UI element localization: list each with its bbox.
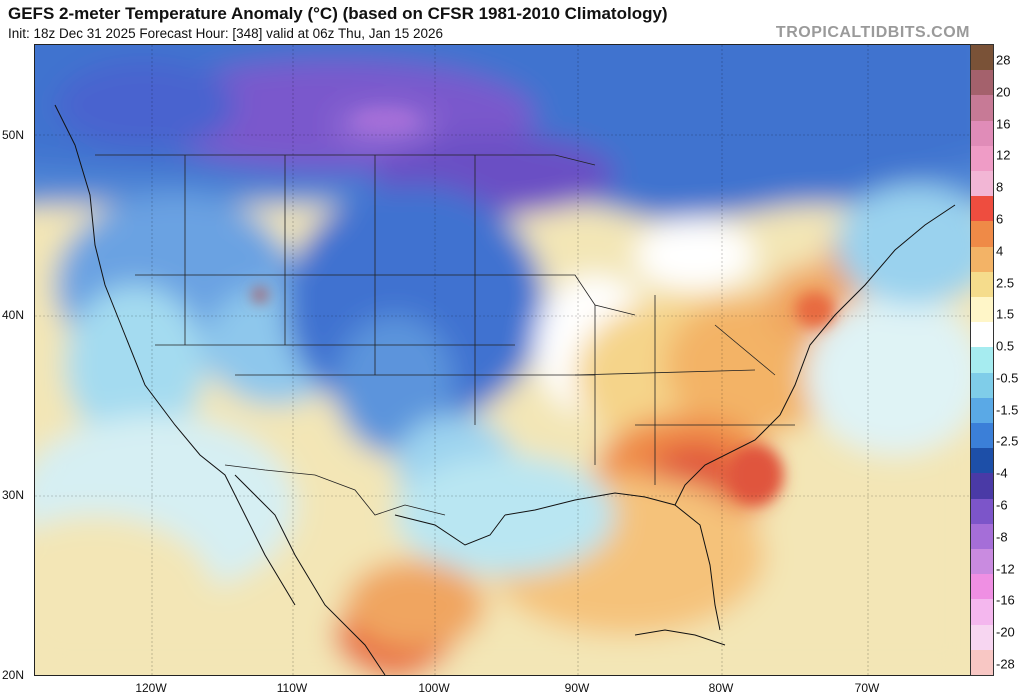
anomaly-detail bbox=[252, 110, 835, 505]
colorbar-segment bbox=[971, 221, 993, 248]
lat-label-50n: 50N bbox=[2, 128, 25, 142]
colorbar-tick-label: -1.5 bbox=[996, 402, 1019, 418]
colorbar-segment bbox=[971, 271, 993, 298]
colorbar-tick-label: 8 bbox=[996, 179, 1004, 195]
colorbar-tick-label: 12 bbox=[996, 147, 1011, 163]
lat-label-30n: 30N bbox=[2, 488, 25, 502]
site-watermark: TROPICALTIDBITS.COM bbox=[775, 24, 970, 41]
colorbar-segment bbox=[971, 549, 993, 575]
colorbar-segment bbox=[971, 498, 993, 525]
map-graphic bbox=[35, 45, 970, 675]
colorbar-segment bbox=[971, 70, 993, 96]
colorbar-segment bbox=[971, 599, 993, 626]
lon-label-100w: 100W bbox=[418, 681, 450, 695]
colorbar-tick-label: -2.5 bbox=[996, 433, 1019, 449]
colorbar-segment bbox=[971, 120, 993, 147]
colorbar-segment bbox=[971, 448, 993, 474]
colorbar-segment bbox=[971, 95, 993, 122]
colorbar-tick-label: 20 bbox=[996, 84, 1011, 100]
graticule bbox=[35, 45, 970, 675]
colorbar-tick-label: -12 bbox=[996, 561, 1015, 577]
colorbar-tick-label: 0.5 bbox=[996, 338, 1015, 354]
colorbar-tick-label: 1.5 bbox=[996, 306, 1015, 322]
lon-label-80w: 80W bbox=[708, 681, 734, 695]
lon-label-110w: 110W bbox=[276, 681, 308, 695]
lat-label-20n: 20N bbox=[2, 668, 25, 682]
colorbar-tick-label: 16 bbox=[996, 116, 1011, 132]
colorbar-segment bbox=[971, 397, 993, 424]
colorbar-tick-label: -28 bbox=[996, 656, 1015, 672]
colorbar-segment bbox=[971, 246, 993, 273]
lat-label-40n: 40N bbox=[2, 308, 25, 322]
colorbar-segment bbox=[971, 45, 993, 71]
colorbar-segment bbox=[971, 423, 993, 449]
colorbar-segment bbox=[971, 171, 993, 197]
colorbar-segment bbox=[971, 649, 993, 676]
anomaly-shading bbox=[35, 45, 970, 675]
colorbar-tick-label: 28 bbox=[996, 52, 1011, 68]
colorbar-segment bbox=[971, 574, 993, 600]
colorbar-tick-label: 2.5 bbox=[996, 275, 1015, 291]
colorbar-tick-label: -8 bbox=[996, 529, 1008, 545]
coastlines bbox=[54, 104, 956, 675]
colorbar-tick-label: 6 bbox=[996, 211, 1004, 227]
chart-title: GEFS 2-meter Temperature Anomaly (°C) (b… bbox=[8, 4, 668, 23]
colorbar-segment bbox=[971, 624, 993, 651]
colorbar-segment bbox=[971, 473, 993, 500]
lon-label-90w: 90W bbox=[564, 681, 590, 695]
colorbar-tick-label: -6 bbox=[996, 497, 1008, 513]
colorbar-segment bbox=[971, 196, 993, 222]
anomaly-map bbox=[34, 44, 971, 676]
colorbar-segment bbox=[971, 322, 993, 348]
colorbar-segment bbox=[971, 523, 993, 550]
colorbar-segment bbox=[971, 347, 993, 374]
colorbar-tick-label: -20 bbox=[996, 624, 1015, 640]
colorbar-tick-label: -16 bbox=[996, 592, 1015, 608]
colorbar-segment bbox=[971, 372, 993, 399]
colorbar-segment bbox=[971, 145, 993, 172]
colorbar-tick-label: 4 bbox=[996, 243, 1004, 259]
borders bbox=[95, 154, 795, 516]
colorbar-segment bbox=[971, 297, 993, 323]
colorbar-tick-label: -0.5 bbox=[996, 370, 1019, 386]
lon-label-70w: 70W bbox=[854, 681, 880, 695]
colorbar-tick-label: -4 bbox=[996, 465, 1008, 481]
lon-label-120w: 120W bbox=[135, 681, 167, 695]
colorbar bbox=[970, 44, 994, 676]
forecast-info: Init: 18z Dec 31 2025 Forecast Hour: [34… bbox=[8, 26, 444, 41]
